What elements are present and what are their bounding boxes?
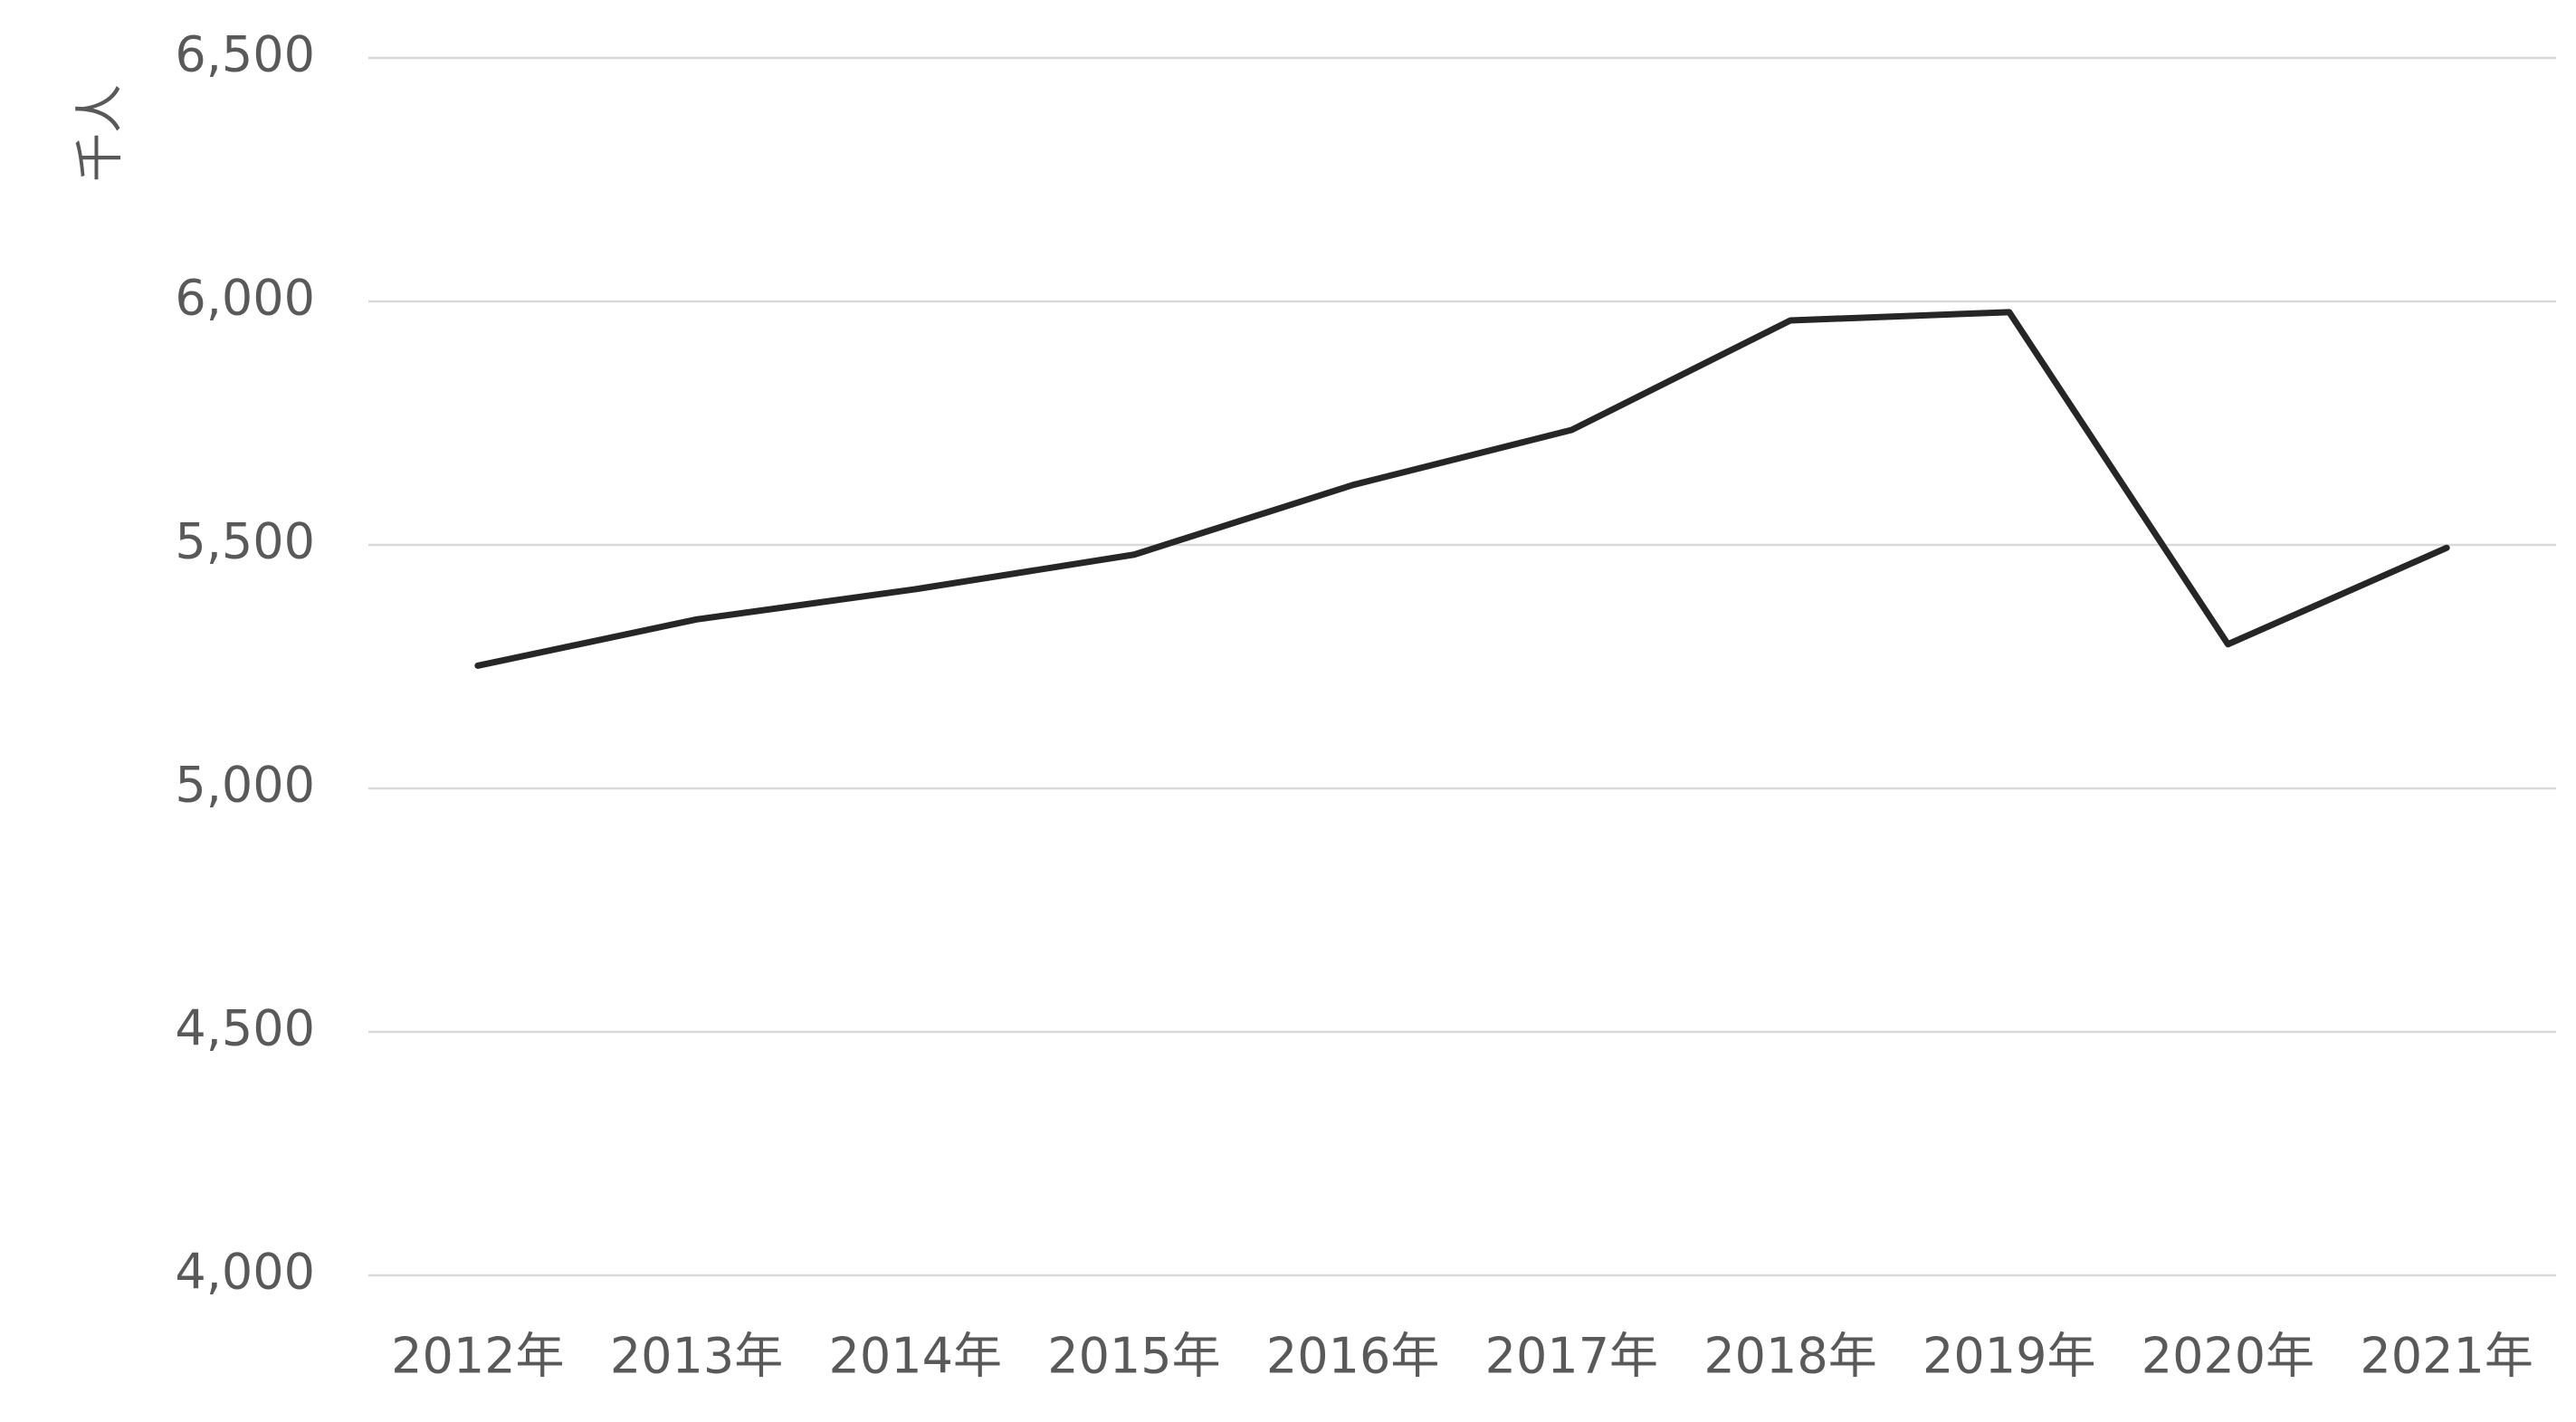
x-tick-label: 2020年 xyxy=(2142,1328,2314,1385)
x-tick-label: 2017年 xyxy=(1485,1328,1658,1385)
y-tick-label: 4,500 xyxy=(175,1000,315,1057)
y-tick-label: 5,000 xyxy=(175,757,315,814)
x-tick-label: 2019年 xyxy=(1922,1328,2095,1385)
x-tick-label: 2016年 xyxy=(1266,1328,1439,1385)
x-tick-label: 2014年 xyxy=(829,1328,1002,1385)
y-axis-label: 千人 xyxy=(72,84,129,182)
x-tick-label: 2013年 xyxy=(610,1328,783,1385)
y-tick-label: 4,000 xyxy=(175,1244,315,1301)
x-tick-label: 2021年 xyxy=(2360,1328,2533,1385)
data-line xyxy=(474,309,2450,669)
x-tick-label: 2012年 xyxy=(391,1328,564,1385)
y-tick-label: 6,500 xyxy=(175,26,315,83)
y-tick-label: 6,000 xyxy=(175,270,315,327)
y-tick-label: 5,500 xyxy=(175,513,315,570)
x-tick-label: 2015年 xyxy=(1047,1328,1220,1385)
x-tick-label: 2018年 xyxy=(1703,1328,1876,1385)
